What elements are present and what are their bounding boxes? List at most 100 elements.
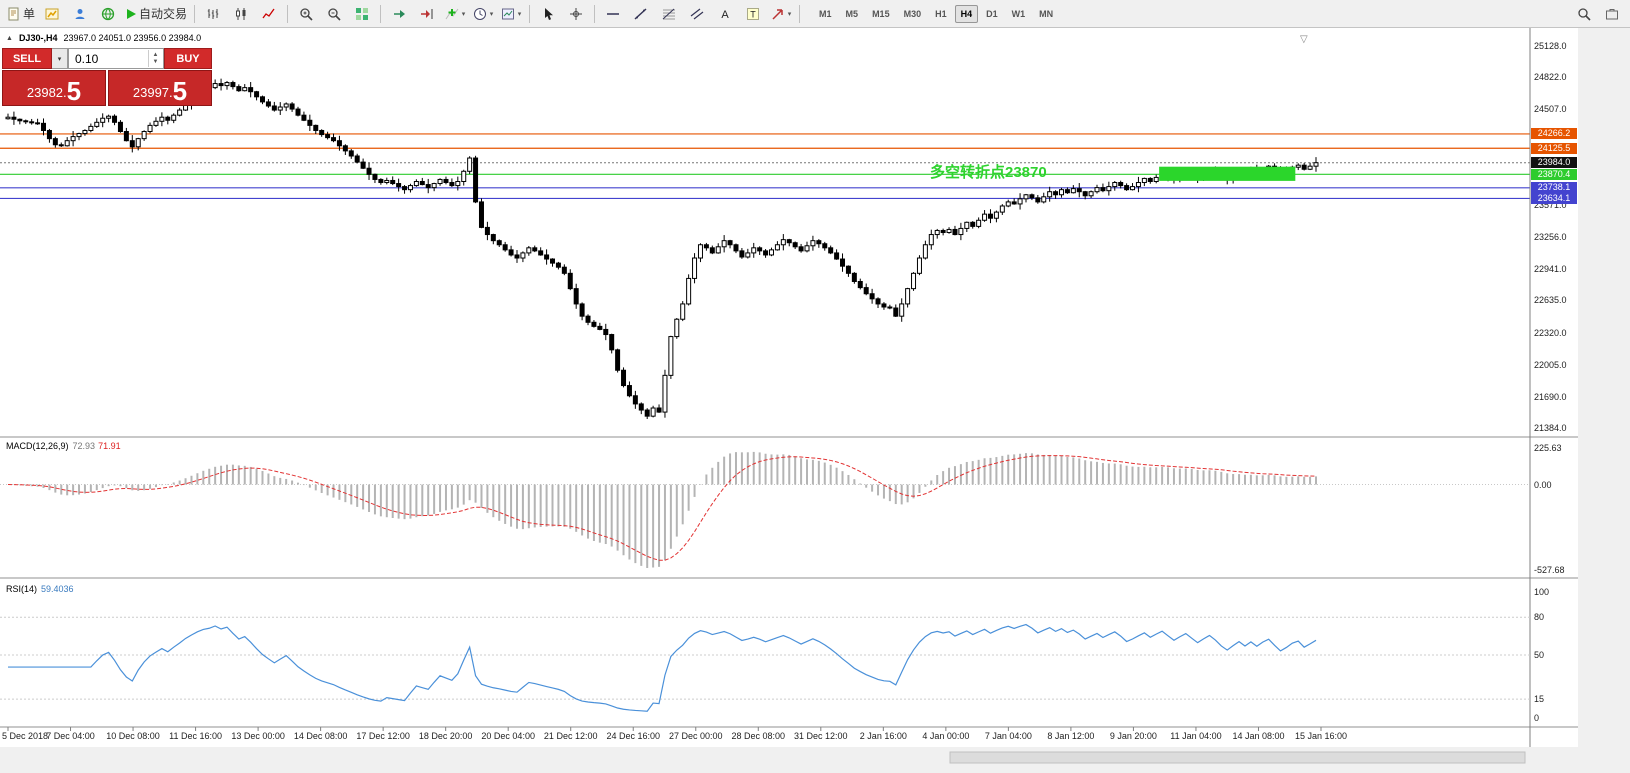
rsi-label: RSI(14) bbox=[6, 584, 38, 594]
price-axis-label: 22941.0 bbox=[1534, 264, 1567, 275]
price-level-badge: 23738.1 bbox=[1531, 182, 1577, 194]
autotrading-button-label: 自动交易 bbox=[139, 7, 188, 21]
chart-annotation-text: 多空转折点23870 bbox=[930, 164, 1047, 181]
charts-icon[interactable] bbox=[38, 2, 66, 26]
timeframe-m15[interactable]: M15 bbox=[872, 8, 890, 19]
tile-windows-icon[interactable] bbox=[348, 2, 376, 26]
fibonacci-icon[interactable] bbox=[655, 2, 683, 26]
order-type-dropdown[interactable]: ▾ bbox=[52, 48, 68, 69]
price-level-badge: 23870.4 bbox=[1531, 168, 1577, 180]
zoom-out-icon[interactable] bbox=[320, 2, 348, 26]
price-level-badge: 23634.1 bbox=[1531, 192, 1577, 204]
time-axis-label: 11 Jan 04:00 bbox=[1170, 731, 1222, 741]
auto-scroll-icon[interactable] bbox=[385, 2, 413, 26]
market-icon[interactable] bbox=[94, 2, 122, 26]
macd-value-signal: 71.91 bbox=[98, 441, 121, 451]
rsi-axis-label: 0 bbox=[1534, 713, 1540, 723]
volume-up-icon[interactable]: ▲ bbox=[152, 51, 159, 58]
toolbar-separator bbox=[194, 4, 196, 23]
buy-price-button[interactable]: 23997. 5 bbox=[108, 70, 212, 106]
line-chart-icon[interactable] bbox=[255, 2, 283, 26]
chart-window: ▲ DJ30-,H4 23967.0 24051.0 23956.0 23984… bbox=[0, 28, 1630, 773]
cursor-icon[interactable] bbox=[534, 2, 562, 26]
time-axis-label: 10 Dec 08:00 bbox=[106, 731, 160, 741]
candlestick-chart-icon[interactable] bbox=[227, 2, 255, 26]
search-icon[interactable] bbox=[1570, 2, 1598, 26]
rsi-line bbox=[8, 623, 1317, 712]
time-axis-label: 14 Jan 08:00 bbox=[1232, 731, 1285, 741]
time-axis-label: 7 Dec 04:00 bbox=[46, 731, 95, 741]
volume-input[interactable]: 0.10 ▲ ▼ bbox=[68, 48, 164, 69]
time-axis-label: 4 Jan 00:00 bbox=[922, 731, 970, 741]
rsi-axis-label: 15 bbox=[1534, 694, 1545, 705]
sell-button[interactable]: SELL bbox=[2, 48, 52, 69]
indicators-icon[interactable]: ▾ bbox=[441, 2, 469, 26]
shapes-icon[interactable]: ▾ bbox=[767, 2, 795, 26]
scroll-to-end-icon[interactable]: ▽ bbox=[1300, 34, 1308, 45]
time-axis-label: 9 Jan 20:00 bbox=[1109, 731, 1157, 741]
timeframe-h1[interactable]: H1 bbox=[935, 8, 947, 19]
time-axis-label: 24 Dec 16:00 bbox=[606, 731, 661, 741]
time-axis-label: 2 Jan 16:00 bbox=[859, 731, 907, 741]
price-axis-label: 24507.0 bbox=[1534, 104, 1567, 115]
templates-icon[interactable]: ▾ bbox=[497, 2, 525, 26]
chart-symbol-period: DJ30-,H4 bbox=[18, 33, 58, 43]
chart-plot[interactable] bbox=[0, 28, 1630, 773]
toolbar-right bbox=[1570, 2, 1626, 26]
svg-text:T: T bbox=[750, 9, 756, 19]
timeframe-buttons: M1 M5 M15 M30 H1 H4 D1 W1 MN bbox=[812, 4, 1060, 23]
new-order-button-label: 单 bbox=[23, 7, 36, 21]
volume-down-icon[interactable]: ▼ bbox=[152, 58, 159, 65]
timeframe-d1[interactable]: D1 bbox=[986, 8, 998, 19]
chart-title: ▲ DJ30-,H4 23967.0 24051.0 23956.0 23984… bbox=[6, 33, 201, 43]
channel-icon[interactable] bbox=[683, 2, 711, 26]
zoom-in-icon[interactable] bbox=[292, 2, 320, 26]
price-axis-label: 22320.0 bbox=[1534, 327, 1567, 338]
bar-chart-icon[interactable] bbox=[199, 2, 227, 26]
timeframe-m30[interactable]: M30 bbox=[903, 8, 922, 19]
svg-text:A: A bbox=[721, 9, 729, 21]
horizontal-line-icon[interactable] bbox=[599, 2, 627, 26]
periods-icon[interactable]: ▾ bbox=[469, 2, 497, 26]
timeframe-h4[interactable]: H4 bbox=[954, 4, 979, 23]
macd-axis-label: -527.68 bbox=[1534, 565, 1565, 575]
timeframe-m5[interactable]: M5 bbox=[845, 8, 859, 19]
trendline-icon[interactable] bbox=[627, 2, 655, 26]
price-level-badge: 24125.5 bbox=[1531, 142, 1577, 154]
current-price-badge: 23984.0 bbox=[1531, 157, 1577, 169]
price-axis-label: 21690.0 bbox=[1534, 391, 1567, 402]
sell-price-button[interactable]: 23982. 5 bbox=[2, 70, 106, 106]
time-axis-label: 14 Dec 08:00 bbox=[293, 731, 348, 741]
chevron-down-icon: ▾ bbox=[517, 10, 522, 18]
timeframe-m1[interactable]: M1 bbox=[819, 8, 832, 19]
horizontal-scrollbar-thumb[interactable] bbox=[949, 751, 1526, 764]
sell-price-big: 5 bbox=[66, 76, 82, 106]
price-axis-label: 22635.0 bbox=[1534, 295, 1567, 306]
time-axis-label: 20 Dec 04:00 bbox=[481, 731, 535, 741]
label-icon[interactable]: T bbox=[739, 2, 767, 26]
time-axis-label: 17 Dec 12:00 bbox=[356, 731, 410, 741]
macd-value-main: 72.93 bbox=[72, 441, 96, 451]
rsi-axis-label: 50 bbox=[1534, 650, 1545, 660]
toolbar-items: 单 自动交易 ▾ ▾ ▾ A T ▾ bbox=[4, 2, 804, 26]
price-axis-label: 24822.0 bbox=[1534, 72, 1567, 83]
text-icon[interactable]: A bbox=[711, 2, 739, 26]
autotrading-button[interactable]: 自动交易 bbox=[122, 2, 190, 26]
crosshair-icon[interactable] bbox=[562, 2, 590, 26]
toolbar-separator bbox=[594, 4, 596, 23]
toolbar-separator bbox=[380, 4, 382, 23]
toolbox-icon[interactable] bbox=[1598, 2, 1626, 26]
profile-icon[interactable] bbox=[66, 2, 94, 26]
new-order-button[interactable]: 单 bbox=[4, 2, 38, 26]
expand-panel-icon[interactable]: ▲ bbox=[6, 34, 13, 42]
volume-stepper[interactable]: ▲ ▼ bbox=[148, 50, 162, 67]
buy-button[interactable]: BUY bbox=[164, 48, 212, 69]
chart-shift-icon[interactable] bbox=[413, 2, 441, 26]
timeframe-w1[interactable]: W1 bbox=[1011, 8, 1026, 19]
timeframe-mn[interactable]: MN bbox=[1039, 8, 1054, 19]
time-axis-label: 31 Dec 12:00 bbox=[794, 731, 848, 741]
macd-signal-line bbox=[7, 455, 1317, 561]
time-axis-label: 27 Dec 00:00 bbox=[668, 731, 723, 741]
chevron-down-icon: ▾ bbox=[461, 10, 466, 18]
time-axis-label: 8 Jan 12:00 bbox=[1047, 731, 1095, 741]
